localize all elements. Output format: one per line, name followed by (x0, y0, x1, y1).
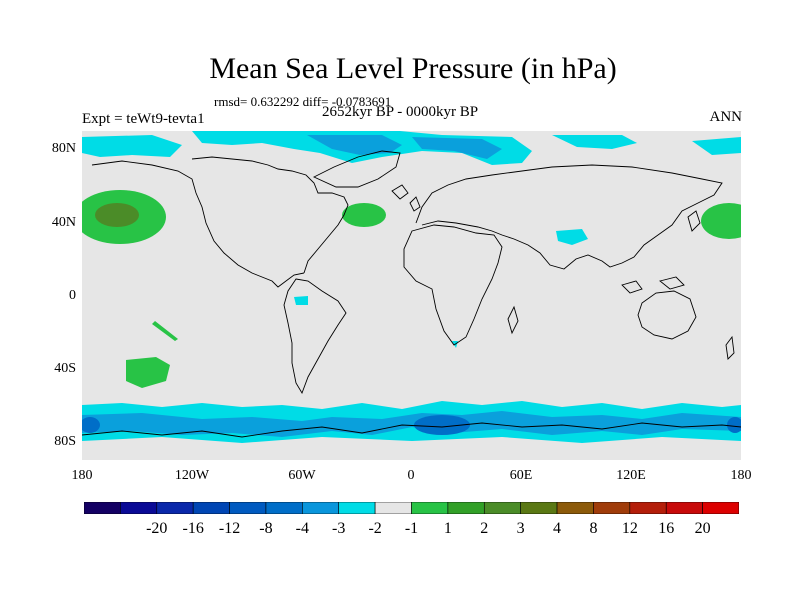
madagascar (507, 305, 519, 335)
colorbar-swatch (629, 502, 667, 514)
pacific-high-core (95, 203, 139, 227)
lon-label-180w: 180 (71, 468, 93, 483)
colorbar-label: 12 (621, 520, 638, 537)
west-pacific-high-anomaly (701, 203, 741, 239)
colorbar (84, 502, 739, 514)
antarctic-low-core (414, 415, 470, 435)
colorbar-swatch (556, 502, 594, 514)
experiment-label: Expt = teWt9-tevta1 (82, 111, 205, 127)
british-isles (409, 196, 421, 212)
colorbar-label: 16 (658, 520, 675, 537)
period-text: 2652kyr BP - 0000kyr BP (322, 104, 479, 120)
japan (687, 210, 701, 232)
north-america-west-coast (91, 160, 305, 288)
lat-label-40n: 40N (51, 215, 76, 230)
borneo (621, 280, 643, 294)
colorbar-swatch (665, 502, 703, 514)
antarctic-low-east (727, 417, 741, 433)
colorbar-label: -8 (259, 520, 273, 537)
southern-ocean-blue-band (82, 411, 741, 437)
colorbar-swatch (229, 502, 267, 514)
colorbar-label: 20 (694, 520, 711, 537)
arctic-anomaly-far-east (692, 137, 741, 155)
arctic-anomaly-blue (307, 135, 402, 155)
atlantic-high-anomaly (342, 203, 386, 227)
map-title: Mean Sea Level Pressure (in hPa) (209, 52, 617, 85)
colorbar-swatch (702, 502, 739, 514)
antarctic-interior (82, 437, 741, 460)
pressure-map (82, 131, 741, 460)
lon-label-60w: 60W (288, 468, 316, 483)
lat-label-80n: 80N (51, 141, 76, 156)
stats-text: rmsd= 0.632292 diff= -0.0783691 (214, 94, 392, 109)
south-pacific-high-anomaly (126, 357, 170, 388)
colorbar-swatch (411, 502, 449, 514)
colorbar-swatch (302, 502, 340, 514)
colorbar-swatch (120, 502, 158, 514)
antarctic-low-west (82, 417, 100, 433)
colorbar-label: -12 (218, 520, 241, 537)
arctic-anomaly-west (82, 135, 182, 157)
eurasia (415, 164, 723, 270)
africa (403, 224, 503, 346)
lon-label-0: 0 (407, 468, 415, 483)
colorbar-label: 4 (553, 520, 562, 537)
arctic-anomaly-blue-2 (412, 137, 502, 159)
colorbar-swatch (265, 502, 303, 514)
colorbar-label: 1 (443, 520, 452, 537)
amazon-anomaly (294, 296, 308, 305)
colorbar-swatch (84, 502, 121, 514)
south-pacific-streak (152, 321, 178, 341)
colorbar-label: 8 (589, 520, 598, 537)
colorbar-label: -3 (332, 520, 346, 537)
colorbar-swatch (593, 502, 631, 514)
australia (637, 290, 697, 340)
colorbar-swatch (192, 502, 230, 514)
lat-label-equator: 0 (69, 288, 76, 303)
iceland (391, 184, 409, 200)
colorbar-swatch (447, 502, 485, 514)
colorbar-label: 3 (516, 520, 525, 537)
lat-label-80s: 80S (54, 434, 76, 449)
lon-label-60e: 60E (509, 468, 533, 483)
colorbar-label: -1 (404, 520, 419, 537)
new-guinea (659, 276, 685, 290)
colorbar-label: -20 (146, 520, 168, 537)
greenland (312, 150, 401, 188)
lat-label-40s: 40S (54, 361, 76, 376)
south-america (283, 278, 347, 395)
lon-label-180e: 180 (730, 468, 752, 483)
colorbar-label: -16 (182, 520, 204, 537)
colorbar-swatch (483, 502, 521, 514)
antarctica-coast (82, 422, 741, 438)
arctic-anomaly-east (552, 135, 637, 149)
colorbar-swatch (374, 502, 412, 514)
colorbar-label: -4 (295, 520, 309, 537)
north-america-east-coast (191, 156, 349, 274)
lon-label-120w: 120W (174, 468, 210, 483)
colorbar-swatch (156, 502, 194, 514)
colorbar-swatch (338, 502, 376, 514)
new-zealand (725, 335, 735, 360)
colorbar-swatch (520, 502, 558, 514)
season-label: ANN (709, 109, 743, 125)
coastlines (82, 150, 741, 438)
colorbar-label: 2 (480, 520, 489, 537)
colorbar-label: -2 (368, 520, 382, 537)
lon-label-120e: 120E (616, 468, 646, 483)
asia-anomaly (556, 229, 588, 245)
